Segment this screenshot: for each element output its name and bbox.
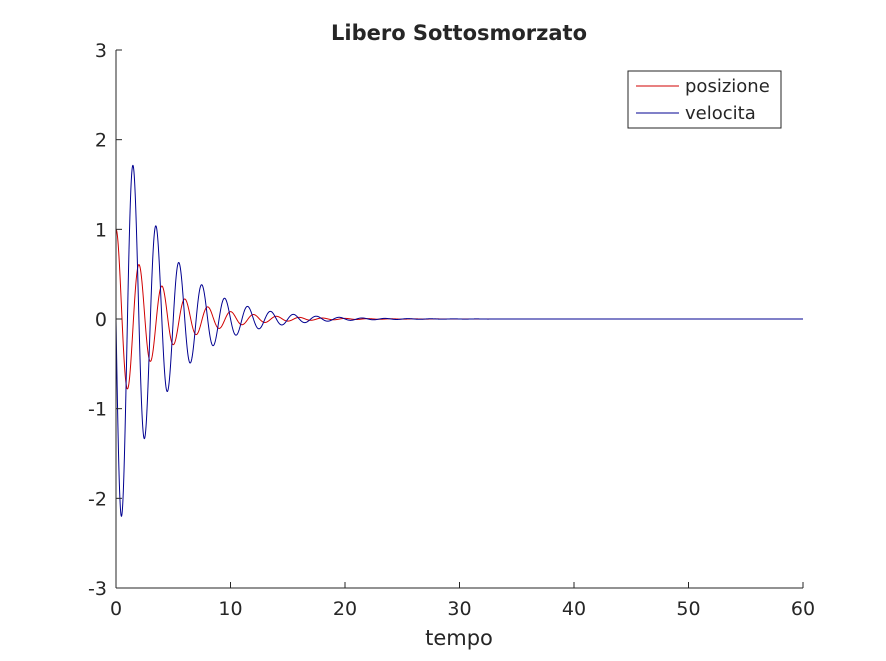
y-ticks: 3 2 1 0 -1 -2 -3 — [88, 40, 122, 600]
legend-box — [627, 70, 782, 129]
x-axis-label: tempo — [425, 626, 493, 650]
y-tick-label: -1 — [88, 399, 107, 421]
x-tick-label: 50 — [676, 598, 700, 620]
y-tick-label: 1 — [95, 219, 107, 241]
legend-label-posizione: posizione — [685, 76, 770, 97]
x-tick-label: 30 — [447, 598, 471, 620]
y-tick-label: -2 — [88, 488, 107, 510]
legend-label-velocita: velocita — [685, 103, 756, 124]
x-tick-label: 0 — [110, 598, 122, 620]
x-tick-label: 20 — [333, 598, 357, 620]
y-tick-label: 2 — [95, 130, 107, 152]
x-tick-label: 40 — [562, 598, 586, 620]
series-layer — [115, 164, 803, 517]
legend: posizione velocita — [627, 70, 782, 129]
x-ticks: 0 10 20 30 40 50 60 — [110, 582, 815, 620]
chart-title: Libero Sottosmorzato — [331, 21, 587, 45]
y-tick-label: 0 — [95, 309, 107, 331]
y-tick-label: -3 — [88, 578, 107, 600]
series-line-velocita — [115, 164, 803, 517]
x-tick-label: 60 — [791, 598, 815, 620]
x-tick-label: 10 — [218, 598, 242, 620]
y-tick-label: 3 — [95, 40, 107, 62]
